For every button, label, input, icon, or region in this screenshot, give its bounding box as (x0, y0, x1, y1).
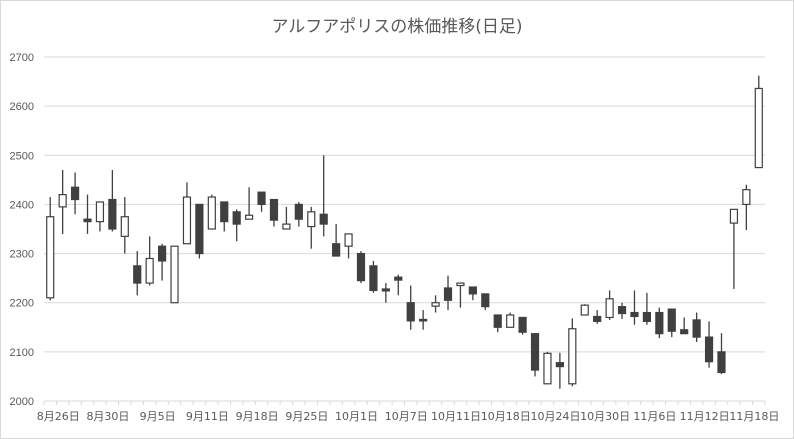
x-tick-label: 11月12日 (680, 410, 730, 423)
y-tick-label: 2000 (10, 396, 34, 408)
candle-body (307, 211, 316, 228)
candle-body (182, 196, 192, 245)
candle-body (605, 298, 614, 319)
candle-body (456, 282, 465, 287)
candle-body (157, 245, 167, 262)
candle-body (443, 287, 453, 301)
candle-body (431, 302, 440, 307)
candle-body (506, 314, 515, 328)
candle-body (220, 201, 229, 223)
candle-body (729, 208, 739, 224)
y-tick-label: 2100 (10, 347, 34, 359)
candle-body (667, 308, 676, 332)
candle-body (493, 314, 502, 328)
y-tick-label: 2500 (10, 150, 34, 162)
x-tick-label: 9月11日 (186, 410, 229, 423)
x-tick-label: 11月18日 (729, 410, 779, 423)
candle-body (369, 265, 378, 292)
candle-body (207, 196, 216, 230)
x-tick-label: 10月1日 (335, 410, 378, 423)
candle-body (481, 293, 490, 308)
candle-body (133, 265, 142, 284)
candle-body (70, 186, 80, 201)
candle-body (655, 311, 664, 335)
candle-body (282, 223, 291, 230)
candle-body (95, 201, 105, 223)
candle-body (555, 362, 564, 368)
y-tick-label: 2400 (10, 199, 34, 211)
x-tick-label: 10月11日 (431, 410, 481, 423)
candle-body (269, 198, 279, 221)
candle-body (568, 328, 577, 385)
candle-body (406, 302, 415, 322)
candle-body (332, 243, 341, 257)
candle-body (692, 319, 701, 338)
candle-body (232, 211, 241, 225)
candle-body (145, 257, 154, 284)
candle-body (468, 286, 477, 295)
candle-body (630, 311, 639, 318)
candle-body (170, 245, 179, 304)
x-tick-label: 10月7日 (385, 410, 428, 423)
x-tick-label: 8月30日 (86, 410, 129, 423)
candle-body (356, 252, 366, 282)
candle-body (58, 194, 67, 208)
x-tick-label: 9月25日 (285, 410, 328, 423)
candle-body (319, 213, 328, 225)
candle-body (642, 311, 652, 322)
candle-body (245, 214, 254, 220)
candle-body (394, 276, 403, 281)
candle-body (742, 189, 751, 206)
x-tick-label: 9月5日 (140, 410, 176, 423)
candle-body (704, 336, 714, 363)
candle-body (419, 318, 428, 322)
candle-body (108, 198, 117, 230)
candle-body (617, 306, 627, 315)
x-tick-label: 10月18日 (481, 410, 531, 423)
candle-body (593, 315, 602, 322)
candle-body (680, 329, 689, 335)
candle-body (344, 233, 353, 247)
candle-body (381, 288, 390, 292)
candle-body (543, 352, 552, 385)
candle-body (580, 304, 589, 316)
candle-body (294, 203, 303, 220)
candle-body (257, 191, 266, 206)
y-tick-label: 2300 (10, 249, 34, 261)
candle-body (518, 316, 527, 333)
candle-body (46, 216, 55, 299)
x-tick-label: 8月26日 (37, 410, 80, 423)
x-tick-label: 10月24日 (530, 410, 580, 423)
candle-body (195, 203, 204, 255)
x-tick-label: 11月6日 (633, 410, 676, 423)
y-tick-label: 2200 (10, 298, 34, 310)
chart-title: アルフアポリスの株価推移(日足) (271, 17, 523, 37)
candle-body (530, 333, 540, 371)
y-tick-label: 2700 (10, 52, 34, 64)
x-tick-label: 9月18日 (236, 410, 279, 423)
candle-body (120, 216, 129, 237)
y-tick-label: 2600 (10, 101, 34, 113)
candle-body (717, 351, 726, 374)
x-tick-label: 10月30日 (580, 410, 630, 423)
candle-body (83, 218, 92, 223)
candle-body (754, 87, 763, 169)
